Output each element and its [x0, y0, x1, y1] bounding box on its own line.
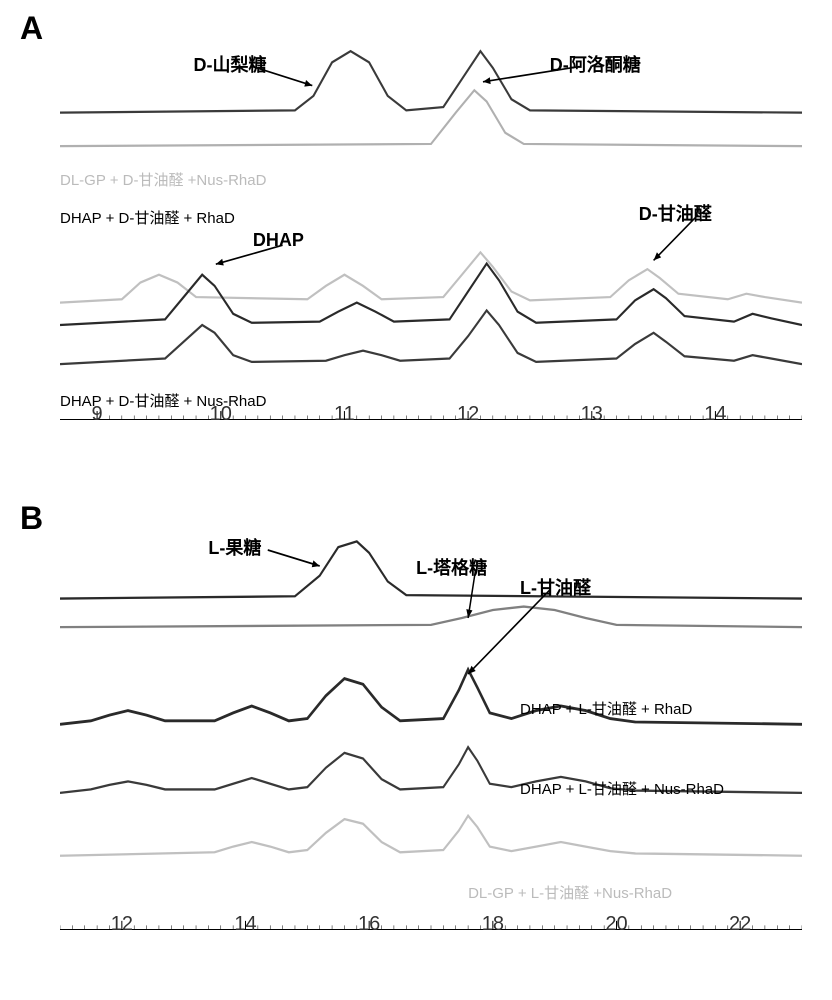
- x-tick-label: 20: [605, 913, 627, 936]
- x-tick-label: 9: [92, 403, 103, 426]
- arrow-line: [253, 67, 312, 86]
- arrow-line: [268, 550, 320, 566]
- chart-b: [60, 530, 802, 930]
- trace-dhap_d_nusrhad: [60, 310, 802, 364]
- plot-area-a: 91011121314 D-山梨糖D-阿洛酮糖DHAPD-甘油醛DL-GP + …: [60, 40, 802, 420]
- arrow-line: [654, 215, 699, 261]
- arrow-head: [483, 77, 491, 84]
- trace-dlgp_d_nusrhad: [60, 252, 802, 302]
- x-tick-label: 12: [457, 403, 479, 426]
- chart-a: [60, 40, 802, 420]
- x-tick-label: 10: [210, 403, 232, 426]
- panel-b: B 121416182022 L-果糖L-塔格糖L-甘油醛DHAP + L-甘油…: [20, 500, 812, 970]
- trace-dlgp_l_nusrhad: [60, 816, 802, 856]
- panel-b-label: B: [20, 500, 43, 537]
- panel-a-label: A: [20, 10, 43, 47]
- trace-standard_second: [60, 90, 802, 146]
- trace-dhap_l_nusrhad: [60, 747, 802, 793]
- trace-dhap_l_rhad: [60, 669, 802, 724]
- arrow-head: [304, 80, 312, 87]
- trace-standard_ltag: [60, 607, 802, 628]
- x-tick-label: 16: [358, 913, 380, 936]
- panel-a: A 91011121314 D-山梨糖D-阿洛酮糖DHAPD-甘油醛DL-GP …: [20, 10, 812, 460]
- x-tick-label: 13: [581, 403, 603, 426]
- x-tick-label: 18: [482, 913, 504, 936]
- arrow-line: [216, 245, 283, 264]
- arrow-line: [468, 590, 550, 674]
- x-tick-label: 22: [729, 913, 751, 936]
- x-tick-label: 14: [704, 403, 726, 426]
- x-tick-label: 12: [111, 913, 133, 936]
- x-ticks-b: 12 14 16 18 20 22: [60, 905, 802, 935]
- x-tick-label: 14: [234, 913, 256, 936]
- plot-area-b: 121416182022 L-果糖L-塔格糖L-甘油醛DHAP + L-甘油醛 …: [60, 530, 802, 930]
- x-tick-label: 11: [334, 403, 355, 426]
- trace-standard_lfruc: [60, 541, 802, 598]
- trace-standard_top: [60, 51, 802, 112]
- x-ticks-a: 9 10 11 12 13 14: [60, 395, 802, 425]
